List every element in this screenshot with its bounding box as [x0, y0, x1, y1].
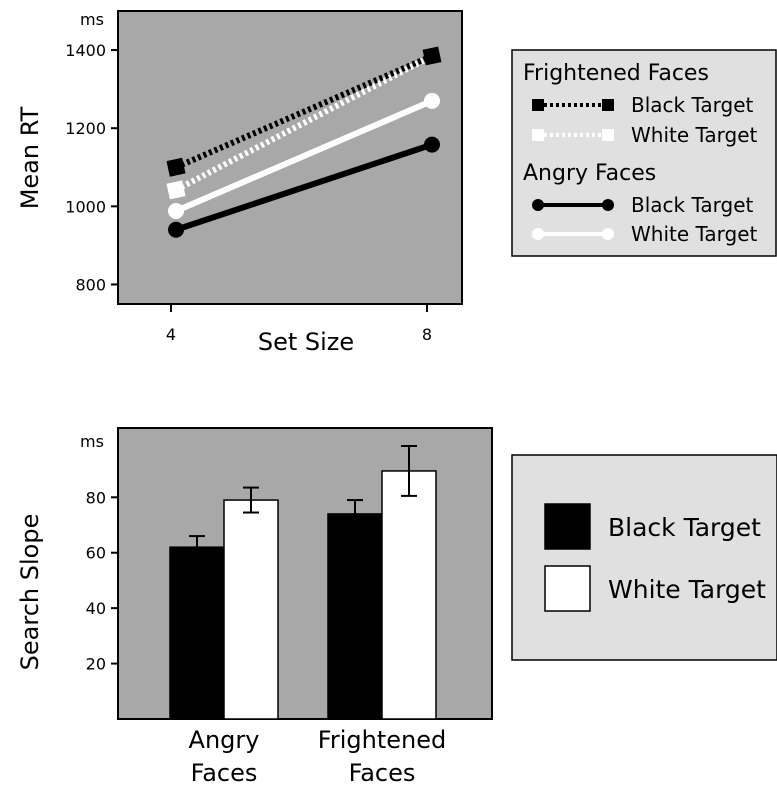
bar-legend-swatch — [544, 503, 591, 550]
line-legend-item: White Target — [532, 222, 758, 246]
bar-y-tick-label: 40 — [86, 599, 106, 618]
line-legend-marker — [532, 99, 544, 111]
line-legend-marker — [532, 228, 544, 240]
bar-y-tick-label: 60 — [86, 544, 106, 563]
bar-legend-item: Black Target — [544, 503, 761, 550]
line-legend-marker — [602, 129, 614, 141]
bar-chart: 20 40 60 80 Angry Faces Frightened Faces ms Se… — [16, 427, 777, 786]
bar-series-group — [169, 445, 437, 720]
line-legend-label: White Target — [631, 123, 758, 147]
line-point — [422, 46, 442, 66]
bar-legend-box — [511, 454, 777, 661]
line-point — [168, 203, 184, 220]
line-plot-area — [117, 10, 463, 305]
line-point — [424, 92, 440, 109]
legend-heading-angry: Angry Faces — [523, 161, 656, 186]
line-legend-item: Black Target — [532, 193, 754, 217]
bar-unit-label: ms — [80, 432, 104, 451]
line-y-tick-label: 1200 — [65, 119, 106, 138]
line-point — [166, 157, 186, 177]
line-series-group — [166, 46, 442, 238]
line-series — [168, 92, 440, 220]
line-y-ticks: 800 1000 1200 1400 — [65, 41, 118, 294]
line-legend-label: Black Target — [631, 93, 754, 117]
line-point — [424, 136, 440, 153]
error-bar — [243, 486, 259, 514]
legend-heading-frightened: Frightened Faces — [523, 61, 709, 86]
line-x-tick-label: 8 — [422, 325, 432, 344]
line-legend-marker — [602, 99, 614, 111]
bar-category-label: Frightened — [318, 726, 446, 754]
line-legend-item: White Target — [532, 123, 758, 147]
bar — [169, 546, 225, 720]
bar-category-label: Faces — [191, 759, 258, 786]
error-bar — [401, 445, 417, 497]
bar-category-label: Angry — [189, 726, 260, 754]
line-x-tick-label: 4 — [166, 325, 176, 344]
bar-category-labels: Angry Faces Frightened Faces — [189, 726, 447, 786]
line-legend-item: Black Target — [532, 93, 754, 117]
line-series — [166, 46, 442, 177]
bar-legend-label: White Target — [608, 575, 766, 604]
bar-y-axis-label: Search Slope — [16, 514, 44, 671]
bar-y-tick-label: 20 — [86, 655, 106, 674]
bar — [223, 499, 279, 720]
bar-y-ticks: 20 40 60 80 — [86, 488, 118, 674]
line-legend-box — [511, 49, 777, 257]
line-y-tick-label: 1400 — [65, 41, 106, 60]
line-series-segment — [175, 141, 433, 233]
bar — [381, 470, 437, 720]
line-y-axis-label: Mean RT — [16, 106, 44, 209]
error-bar — [189, 535, 205, 560]
line-series-segment — [174, 53, 434, 171]
error-bar — [347, 499, 363, 529]
line-legend-marker — [532, 199, 544, 211]
line-point — [166, 180, 186, 200]
bar-legend-items: Black Target White Target — [544, 503, 766, 612]
bar-y-tick-label: 80 — [86, 488, 106, 507]
line-series-segment — [174, 98, 434, 214]
bar-legend: Black Target White Target — [511, 454, 777, 661]
line-legend: Frightened Faces Angry Faces Black Targe… — [511, 49, 777, 257]
line-legend-marker — [532, 129, 544, 141]
line-point — [168, 221, 184, 238]
line-legend-marker — [602, 199, 614, 211]
line-legend-items: Black Target White Target Black Target Whit… — [532, 93, 758, 246]
line-unit-label: ms — [80, 10, 104, 29]
line-legend-marker — [602, 228, 614, 240]
bar-legend-swatch — [544, 565, 591, 612]
line-series — [168, 136, 440, 238]
bar — [327, 513, 383, 720]
line-legend-label: White Target — [631, 222, 758, 246]
line-legend-label: Black Target — [631, 193, 754, 217]
bar-category-label: Faces — [349, 759, 416, 786]
line-y-tick-label: 800 — [75, 275, 106, 294]
bar-legend-item: White Target — [544, 565, 766, 612]
line-y-tick-label: 1000 — [65, 197, 106, 216]
line-series-segment — [174, 53, 434, 193]
bar-legend-label: Black Target — [608, 513, 761, 542]
line-x-axis-label: Set Size — [258, 328, 354, 356]
